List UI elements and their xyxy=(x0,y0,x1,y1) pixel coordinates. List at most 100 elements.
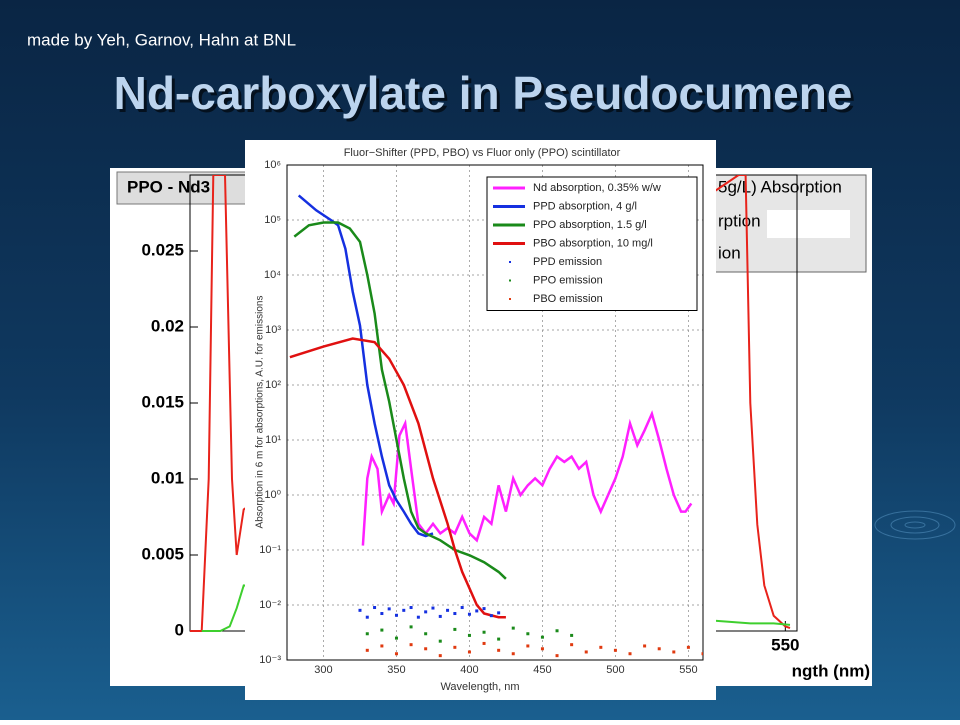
emission-dot xyxy=(409,606,413,610)
y-tick-label: 10¹ xyxy=(265,434,281,446)
series-line xyxy=(289,337,506,619)
emission-dot xyxy=(686,645,690,649)
legend-label: PBO emission xyxy=(533,293,603,305)
emission-dot xyxy=(424,632,428,636)
legend-text: 5g/L) Absorption xyxy=(718,177,842,196)
y-tick-label: 10² xyxy=(265,379,281,391)
emission-dot xyxy=(358,608,362,612)
emission-dot xyxy=(657,647,661,651)
emission-dot xyxy=(613,648,617,652)
emission-dot xyxy=(540,635,544,639)
y-tick-label: 0.01 xyxy=(151,468,184,487)
emission-dot xyxy=(482,641,486,645)
y-tick-label: 0.02 xyxy=(151,316,184,335)
emission-dot xyxy=(467,633,471,637)
x-tick-label: 550 xyxy=(771,635,799,654)
emission-dot xyxy=(497,611,501,615)
y-tick-label: 0.005 xyxy=(141,544,184,563)
emission-dot xyxy=(409,643,413,647)
y-tick-label: 10⁻² xyxy=(259,599,281,611)
y-tick-label: 10⁻¹ xyxy=(259,544,281,556)
emission-dot xyxy=(584,650,588,654)
series-line xyxy=(361,410,693,546)
emission-dot xyxy=(409,625,413,629)
legend-swatch xyxy=(509,298,511,300)
x-axis-label: Wavelength, nm xyxy=(440,681,519,693)
y-tick-label: 0.015 xyxy=(141,392,184,411)
legend-label: Nd absorption, 0.35% w/w xyxy=(533,182,661,194)
y-axis-label: Absorption in 6 m for absorptions, A.U. … xyxy=(255,296,266,529)
legend-label: PBO absorption, 10 mg/l xyxy=(533,237,653,249)
emission-dot xyxy=(394,613,398,617)
emission-dot xyxy=(475,609,479,613)
plot-area xyxy=(289,194,703,658)
emission-dot xyxy=(424,610,428,614)
emission-dot xyxy=(394,652,398,656)
x-tick-label: 300 xyxy=(314,664,332,676)
emission-dot xyxy=(489,614,493,618)
emission-dot xyxy=(643,644,647,648)
x-tick-label: 500 xyxy=(606,664,624,676)
legend-patch xyxy=(767,210,850,238)
emission-dot xyxy=(416,615,420,619)
emission-dot xyxy=(555,654,559,658)
legend-swatch xyxy=(509,261,511,263)
emission-dot xyxy=(511,652,515,656)
chart-title: PPO - Nd3 xyxy=(127,177,210,196)
emission-dot xyxy=(424,647,428,651)
x-tick-label: 400 xyxy=(460,664,478,676)
series-line xyxy=(201,584,791,632)
legend-label: PPO emission xyxy=(533,274,603,286)
x-tick-label: 350 xyxy=(387,664,405,676)
plot-frame xyxy=(286,164,704,661)
emission-dot xyxy=(431,606,435,610)
emission-dot xyxy=(599,645,603,649)
series-line xyxy=(293,221,507,580)
emission-dot xyxy=(380,612,384,616)
emission-dot xyxy=(438,614,442,618)
emission-dot xyxy=(570,643,574,647)
legend-swatch xyxy=(509,279,511,282)
emission-dot xyxy=(394,636,398,640)
emission-dot xyxy=(467,612,471,616)
y-tick-label: 10⁻³ xyxy=(259,654,281,666)
emission-dot xyxy=(628,652,632,656)
emission-dot xyxy=(446,608,450,612)
emission-dot xyxy=(570,633,574,637)
emission-dot xyxy=(453,612,457,616)
emission-dot xyxy=(460,606,464,610)
emission-dot xyxy=(701,652,703,656)
y-tick-label: 10⁵ xyxy=(264,214,281,226)
legend-text: ion xyxy=(718,243,741,262)
emission-dot xyxy=(387,607,391,611)
emission-dot xyxy=(453,645,457,649)
emission-dot xyxy=(467,650,471,654)
emission-dot xyxy=(497,648,501,652)
emission-dot xyxy=(555,629,559,633)
legend-label: PPO absorption, 1.5 g/l xyxy=(533,219,647,231)
emission-dot xyxy=(373,606,377,610)
emission-dot xyxy=(482,607,486,611)
emission-dot xyxy=(497,637,501,641)
ripple xyxy=(874,510,956,540)
y-tick-label: 0.025 xyxy=(141,240,184,259)
front-chart: Fluor−Shifter (PPD, PBO) vs Fluor only (… xyxy=(245,140,716,700)
emission-dot xyxy=(380,628,384,632)
x-tick-label: 450 xyxy=(533,664,551,676)
emission-dot xyxy=(402,608,406,612)
emission-dot xyxy=(365,648,369,652)
emission-dot xyxy=(453,627,457,631)
emission-dot xyxy=(438,654,442,658)
slide-title: Nd-carboxylate in Pseudocumene xyxy=(114,67,853,119)
legend-label: PPD emission xyxy=(533,256,602,268)
emission-dot xyxy=(526,644,530,648)
y-tick-label: 10³ xyxy=(265,324,281,336)
emission-dot xyxy=(365,615,369,619)
emission-dot xyxy=(482,630,486,634)
emission-dot xyxy=(540,647,544,651)
emission-dot xyxy=(526,632,530,636)
emission-dot xyxy=(365,632,369,636)
credit: made by Yeh, Garnov, Hahn at BNL xyxy=(27,30,296,49)
legend-label: PPD absorption, 4 g/l xyxy=(533,200,637,212)
